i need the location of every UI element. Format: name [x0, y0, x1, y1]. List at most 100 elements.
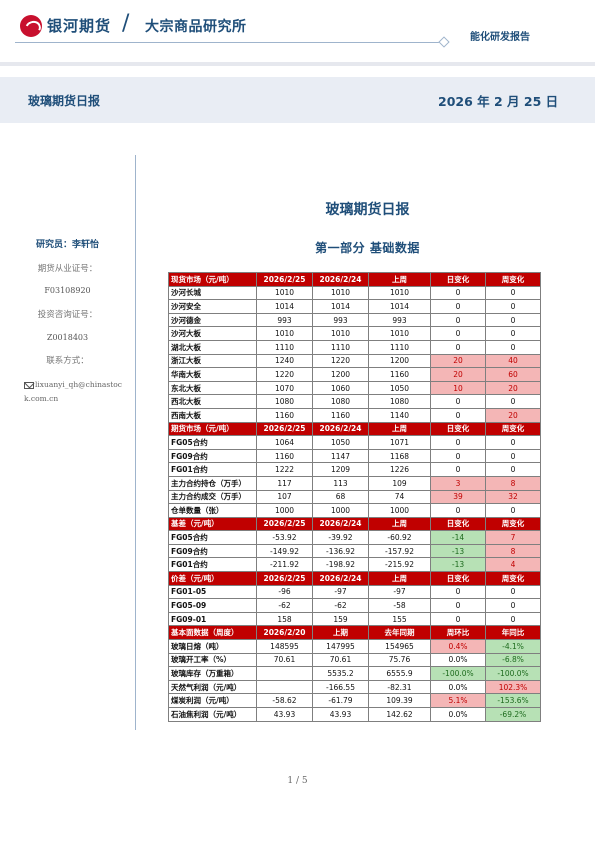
row-label: 湖北大板: [168, 339, 257, 355]
table-row: FG09-01 158 159 155 0 0: [168, 611, 541, 627]
table-cell: -60.92: [368, 530, 431, 545]
table-cell: 1050: [312, 435, 369, 450]
mail-icon: [24, 381, 34, 389]
table-cell: 1010: [368, 326, 431, 341]
table-cell: 0: [430, 435, 486, 450]
table-row: 石油焦利润（元/吨） 43.93 43.93 142.62 0.0% -69.2%: [168, 707, 541, 722]
table-row: FG05合约 -53.92 -39.92 -60.92 -14 7: [168, 530, 541, 545]
table-cell: 1209: [312, 462, 369, 477]
table-cell: 1014: [312, 299, 369, 314]
table-row: 西北大板 1080 1080 1080 0 0: [168, 394, 541, 409]
table-cell: 159: [312, 611, 369, 627]
table-section-header: 现货市场（元/吨） 2026/2/25 2026/2/24 上周 日变化 周变化: [168, 272, 541, 287]
table-row: 东北大板 1070 1060 1050 10 20: [168, 380, 541, 396]
table-cell: 1010: [312, 326, 369, 341]
table-cell: 0: [430, 394, 486, 409]
table-cell: 0: [485, 339, 541, 355]
header-cell: 日变化: [430, 516, 486, 532]
row-label: 煤炭利润（元/吨）: [168, 693, 257, 708]
table-cell: -69.2%: [485, 707, 541, 722]
table-row: FG05-09 -62 -62 -58 0 0: [168, 598, 541, 613]
table-section-header: 价差（元/吨） 2026/2/25 2026/2/24 上周 日变化 周变化: [168, 571, 541, 586]
table-cell: -100.0%: [430, 666, 486, 681]
table-cell: 70.61: [256, 652, 313, 668]
row-label: FG09合约: [168, 543, 257, 559]
table-cell: -97: [368, 584, 431, 600]
row-label: 玻璃库存（万重箱）: [168, 666, 257, 681]
header-divider: /: [122, 11, 130, 36]
table-cell: 117: [256, 475, 313, 491]
table-cell: 10: [430, 380, 486, 396]
report-bar: [0, 77, 595, 123]
header-cell: 基差（元/吨）: [168, 516, 257, 532]
table-row: FG01合约 1222 1209 1226 0 0: [168, 462, 541, 477]
email-text[interactable]: lixuanyi_qh@chinastock.com.cn: [24, 380, 122, 403]
table-cell: 0.4%: [430, 639, 486, 654]
row-label: FG05-09: [168, 598, 257, 613]
table-cell: 1110: [256, 339, 313, 355]
table-row: 主力合约持仓（万手） 117 113 109 3 8: [168, 475, 541, 491]
row-label: 天然气利润（元/吨）: [168, 679, 257, 695]
table-cell: 43.93: [312, 707, 369, 722]
header-cell: 日变化: [430, 571, 486, 586]
table-cell: 74: [368, 489, 431, 505]
diamond-ornament-icon: [438, 36, 450, 48]
header-cell: 2026/2/20: [256, 625, 313, 641]
table-cell: [256, 679, 313, 695]
row-label: 玻璃开工率（%）: [168, 652, 257, 668]
table-cell: 1110: [368, 339, 431, 355]
page-title: 玻璃期货日报: [325, 202, 410, 218]
header-cell: 2026/2/24: [312, 272, 369, 287]
header-cell: 2026/2/24: [312, 516, 369, 532]
row-label: 西北大板: [168, 394, 257, 409]
table-cell: 1060: [312, 380, 369, 396]
table-cell: -39.92: [312, 530, 369, 545]
row-label: FG01-05: [168, 584, 257, 600]
table-cell: 75.76: [368, 652, 431, 668]
contact-email[interactable]: lixuanyi_qh@chinastock.com.cn: [24, 378, 124, 406]
table-cell: 993: [256, 312, 313, 328]
row-label: 华南大板: [168, 367, 257, 382]
table-cell: 0: [430, 407, 486, 423]
table-cell: 1160: [312, 407, 369, 423]
table-cell: 0: [430, 598, 486, 613]
table-row: 玻璃开工率（%） 70.61 70.61 75.76 0.0% -6.8%: [168, 652, 541, 668]
table-cell: 1140: [368, 407, 431, 423]
header-cell: 2026/2/25: [256, 272, 313, 287]
table-cell: -4.1%: [485, 639, 541, 654]
header-cell: 基本面数据（周度）: [168, 625, 257, 641]
table-cell: -6.8%: [485, 652, 541, 668]
table-cell: 32: [485, 489, 541, 505]
table-cell: -62: [256, 598, 313, 613]
table-cell: 1070: [256, 380, 313, 396]
table-cell: 20: [485, 380, 541, 396]
row-label: 仓单数量（张）: [168, 503, 257, 518]
table-cell: 1240: [256, 353, 313, 369]
table-cell: 1000: [312, 503, 369, 518]
row-label: 玻璃日熔（吨）: [168, 639, 257, 654]
header-cell: 周变化: [485, 421, 541, 437]
table-cell: 0: [430, 299, 486, 314]
table-cell: 0: [485, 584, 541, 600]
table-row: 沙河安全 1014 1014 1014 0 0: [168, 299, 541, 314]
license-label: 期货从业证号：: [37, 264, 98, 274]
table-cell: 1222: [256, 462, 313, 477]
report-type: 能化研发报告: [470, 32, 530, 43]
row-label: 沙河安全: [168, 299, 257, 314]
table-cell: -136.92: [312, 543, 369, 559]
section-title: 第一部分 基础数据: [315, 241, 420, 255]
table-row: 玻璃日熔（吨） 148595 147995 154965 0.4% -4.1%: [168, 639, 541, 654]
table-cell: 1160: [256, 448, 313, 464]
table-cell: 993: [312, 312, 369, 328]
table-section-header: 基差（元/吨） 2026/2/25 2026/2/24 上周 日变化 周变化: [168, 516, 541, 532]
table-cell: 993: [368, 312, 431, 328]
table-cell: 8: [485, 543, 541, 559]
table-row: FG05合约 1064 1050 1071 0 0: [168, 435, 541, 450]
table-cell: -97: [312, 584, 369, 600]
table-row: 沙河大板 1010 1010 1010 0 0: [168, 326, 541, 341]
table-cell: 1010: [312, 285, 369, 301]
row-label: 主力合约成交（万手）: [168, 489, 257, 505]
table-cell: 39: [430, 489, 486, 505]
table-cell: 109: [368, 475, 431, 491]
row-label: 浙江大板: [168, 353, 257, 369]
